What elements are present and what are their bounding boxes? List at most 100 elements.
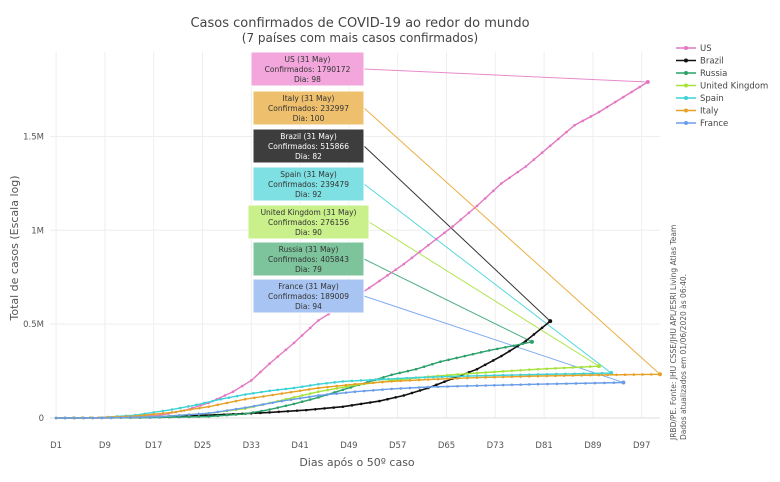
legend-item-label[interactable]: Brazil <box>700 57 724 67</box>
legend-swatch-marker <box>684 71 688 75</box>
series-point <box>289 390 293 394</box>
series-point <box>573 123 576 127</box>
series-point <box>390 380 393 383</box>
series-point <box>335 392 339 395</box>
series-point <box>284 387 288 391</box>
series-point <box>440 375 444 379</box>
series-point <box>243 412 247 416</box>
series-end-point <box>529 339 534 344</box>
annotation-box <box>252 90 365 126</box>
series-point <box>615 373 618 377</box>
series-point <box>641 373 644 376</box>
series-point <box>501 370 505 373</box>
annotation-text: Confirmados: 232997 <box>268 104 349 113</box>
series-point <box>341 388 345 392</box>
series-point <box>465 376 469 380</box>
x-tick-label: D1 <box>50 441 62 451</box>
series-point <box>410 256 414 260</box>
series-point <box>73 416 76 420</box>
y-tick-label: 1.5M <box>23 132 44 142</box>
series-point <box>475 204 479 208</box>
series-point <box>414 367 418 371</box>
series-point <box>458 375 461 378</box>
series-point <box>234 407 238 411</box>
series-point <box>243 397 247 401</box>
series-point <box>317 319 320 322</box>
series-point <box>199 404 202 407</box>
series-point <box>562 366 566 370</box>
series-point <box>483 363 487 367</box>
series-point <box>501 373 505 377</box>
series-point <box>332 406 335 409</box>
series-point <box>600 371 604 375</box>
legend-item-label[interactable]: France <box>700 119 728 129</box>
series-point <box>308 398 312 401</box>
series-point <box>91 416 94 420</box>
series-point <box>317 394 320 397</box>
series-point <box>158 415 162 418</box>
series-point <box>300 334 304 337</box>
series-point <box>326 393 329 396</box>
series-point <box>459 218 463 221</box>
series-point <box>512 344 515 348</box>
series-point <box>197 412 201 416</box>
series-point <box>353 390 357 394</box>
series-point <box>584 381 587 385</box>
series-point <box>152 411 155 414</box>
series-point <box>603 381 606 385</box>
series-point <box>368 401 372 404</box>
series-point <box>493 383 496 387</box>
legend-item-label[interactable]: Italy <box>700 107 718 117</box>
series-point <box>260 390 263 394</box>
series-point <box>378 399 381 403</box>
series-point <box>443 380 446 384</box>
series-point <box>280 392 284 395</box>
series-point <box>430 362 434 366</box>
series-point <box>289 398 293 402</box>
series-point <box>372 389 375 392</box>
annotation-connector <box>363 145 551 322</box>
x-tick-label: D17 <box>145 441 162 451</box>
series-point <box>394 268 397 272</box>
series-point <box>207 412 210 415</box>
y-axis-label: Total de casos (Escala log) <box>8 175 21 321</box>
series-point <box>519 383 522 386</box>
legend-item-label[interactable]: US <box>700 44 712 54</box>
series-end-point <box>621 380 626 385</box>
series-point <box>508 176 511 180</box>
series-point <box>295 409 299 412</box>
series-line <box>56 372 612 419</box>
series-point <box>443 231 446 235</box>
series-point <box>308 392 312 395</box>
series-point <box>225 401 229 405</box>
series-point <box>292 396 296 399</box>
series-point <box>259 370 262 374</box>
series-point <box>268 408 271 411</box>
annotation-text: Brazil (31 May) <box>280 132 337 141</box>
annotation-connector <box>368 221 600 367</box>
series-lines <box>54 79 662 420</box>
x-tick-label: D65 <box>438 441 455 451</box>
legend[interactable]: US Brazil Russia United Kingdom Spain Italy Fr… <box>676 44 768 129</box>
legend-swatch-marker <box>684 121 688 125</box>
series-point <box>447 358 450 362</box>
series-point <box>483 197 487 200</box>
series-point <box>465 372 469 376</box>
legend-item-label[interactable]: United Kingdom <box>700 82 768 92</box>
series-point <box>234 413 238 416</box>
series-point <box>225 409 229 412</box>
series-end-point <box>658 372 662 377</box>
legend-item-label[interactable]: Russia <box>700 69 727 79</box>
series-point <box>519 368 522 372</box>
annotation-text: Russia (31 May) <box>279 245 339 254</box>
series-point <box>519 375 522 378</box>
series-point <box>268 362 271 365</box>
series-point <box>250 379 253 382</box>
series-end-point <box>597 364 601 369</box>
series-point <box>286 409 290 413</box>
legend-item-label[interactable]: Spain <box>700 94 724 104</box>
annotation-text: Dia: 98 <box>294 75 321 84</box>
series-point <box>292 402 296 406</box>
annotation-connector <box>363 183 612 374</box>
